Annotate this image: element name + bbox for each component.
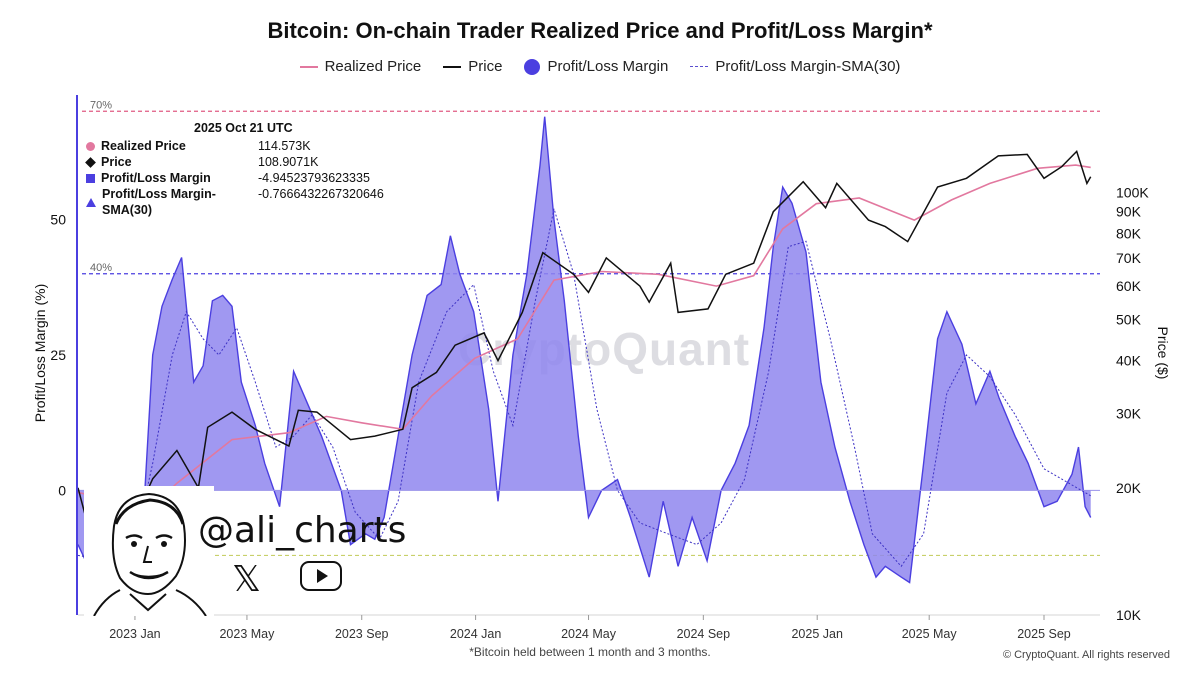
tooltip-row: Profit/Loss Margin -4.94523793623335 [86,170,384,186]
x-axis-tick-label: 2023 Jan [109,627,160,641]
right-axis-tick-label: 100K [1116,184,1149,200]
chart-legend: Realized Price Price Profit/Loss Margin … [0,58,1200,75]
chart-footnote: *Bitcoin held between 1 month and 3 mont… [469,645,711,659]
circle-marker-icon [86,141,95,151]
right-axis-title: Price ($) [1155,326,1171,380]
legend-line-swatch [299,65,318,68]
legend-item-realized-price[interactable]: Realized Price [299,58,422,75]
youtube-logo-icon [300,561,342,591]
tooltip-value: 108.9071K [258,155,319,169]
tooltip-row: Profit/Loss Margin-SMA(30) -0.7666432267… [86,186,384,218]
right-axis-tick-label: 40K [1116,353,1142,369]
right-axis-tick-label: 20K [1116,480,1142,496]
left-axis-tick-label: 25 [50,347,66,363]
tooltip-label: Price [101,155,132,169]
x-axis-tick-label: 2023 Sep [335,627,389,641]
tooltip-value: 114.573K [258,139,311,153]
tooltip-value: -0.7666432267320646 [258,187,384,201]
legend-label: Realized Price [324,58,422,75]
legend-dash-swatch [690,66,709,67]
right-axis-tick-label: 60K [1116,278,1142,294]
tooltip-value: -4.94523793623335 [258,171,370,185]
right-axis-tick-label: 80K [1116,225,1142,241]
right-axis-tick-label: 10K [1116,607,1142,623]
tooltip-row: Price 108.9071K [85,154,384,170]
right-axis-tick-label: 50K [1116,312,1142,328]
triangle-marker-icon [86,197,96,207]
author-avatar-sketch [84,486,214,616]
diamond-marker-icon [85,156,96,168]
left-axis-title: Profit/Loss Margin (%) [32,283,48,423]
legend-label: Price [468,58,503,75]
legend-label: Profit/Loss Margin [547,58,669,75]
legend-item-price[interactable]: Price [443,58,502,75]
x-axis-tick-label: 2024 Sep [677,627,731,641]
author-handle: @ali_charts [198,510,407,551]
x-axis-tick-label: 2025 Jan [791,627,842,641]
x-logo-icon: 𝕏 [232,558,262,599]
cryptoquant-watermark: CryptoQuant [458,323,751,375]
x-axis-tick-label: 2023 May [219,627,275,641]
reference-line-label: 70% [90,99,112,111]
tooltip-panel: 2025 Oct 21 UTC Realized Price 114.573K … [85,120,384,218]
legend-label: Profit/Loss Margin-SMA(30) [715,58,901,75]
reference-line-label: 40% [90,262,112,274]
right-axis-tick-label: 90K [1116,204,1142,220]
legend-dot-swatch [524,58,541,75]
tooltip-date: 2025 Oct 21 UTC [194,121,293,135]
chart-title: Bitcoin: On-chain Trader Realized Price … [267,18,933,43]
copyright-notice: © CryptoQuant. All rights reserved [1002,649,1170,661]
realized-price-line [77,164,1091,517]
tooltip-label: Profit/Loss Margin-SMA(30) [102,187,216,217]
x-axis-tick-label: 2024 May [561,627,617,641]
left-axis-tick-label: 50 [50,212,66,228]
crosshair-cursor-line [76,95,78,615]
square-marker-icon [86,173,95,183]
x-axis-tick-label: 2025 Sep [1017,627,1071,641]
tooltip-label: Profit/Loss Margin [101,171,211,185]
right-axis-tick-label: 70K [1116,250,1142,266]
sma30-line [77,208,1091,568]
x-axis-tick-label: 2025 May [902,627,958,641]
legend-item-profit-loss-margin[interactable]: Profit/Loss Margin [524,58,668,75]
x-axis-tick-label: 2024 Jan [450,627,501,641]
legend-item-sma30[interactable]: Profit/Loss Margin-SMA(30) [690,58,900,75]
profit-loss-margin-line [77,116,1092,584]
left-axis-tick-label: 0 [58,482,66,498]
tooltip-row: Realized Price 114.573K [86,138,384,154]
price-line [77,149,1092,523]
profit-loss-margin-area [78,116,1091,583]
legend-line-swatch [443,65,462,68]
right-axis-tick-label: 30K [1116,405,1142,421]
tooltip-label: Realized Price [101,139,186,153]
